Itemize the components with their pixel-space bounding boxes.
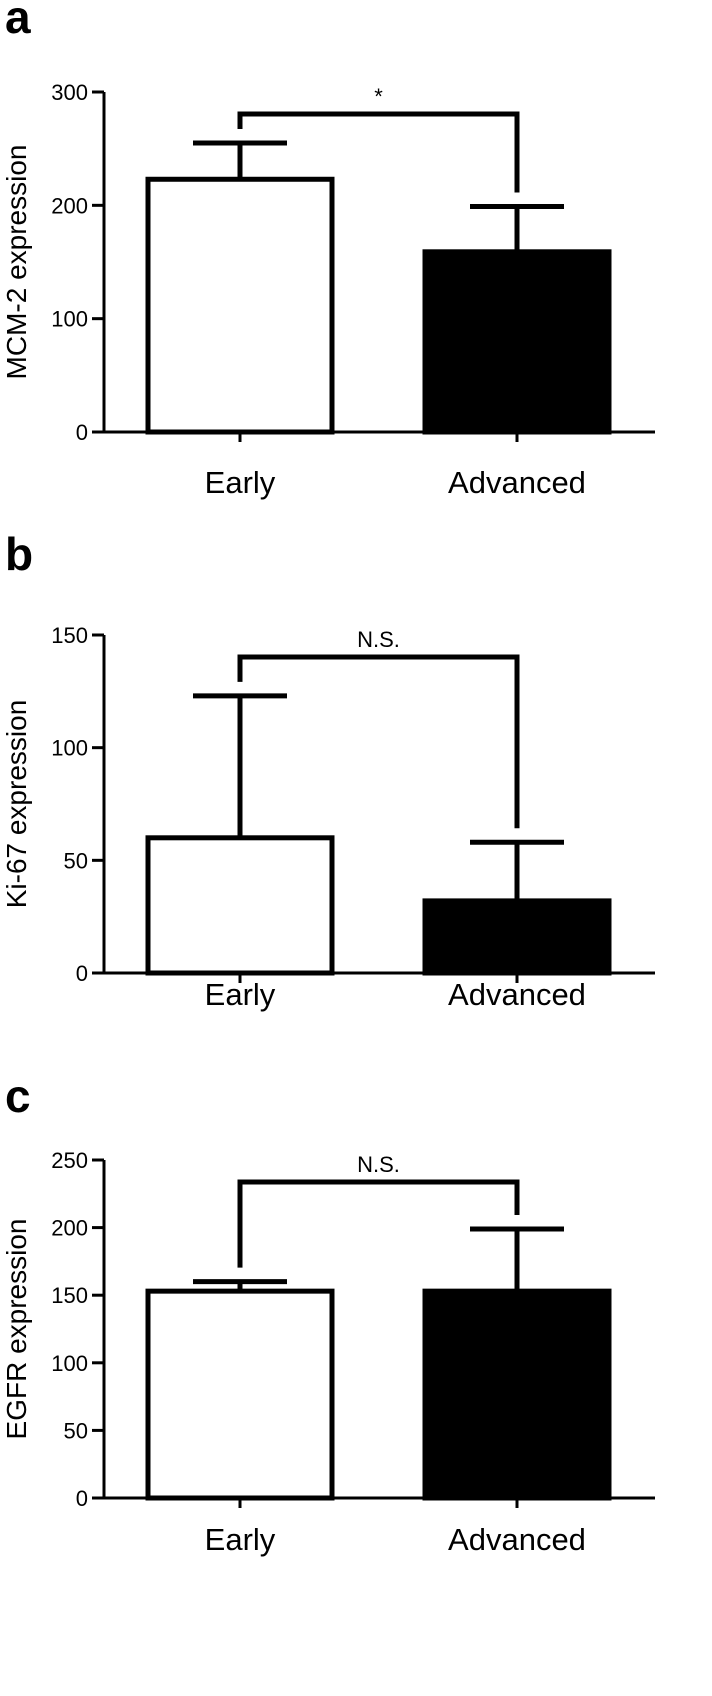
y-tick-label: 50 <box>64 848 88 873</box>
significance-bracket <box>237 654 520 829</box>
x-tick-label: Early <box>205 1522 276 1557</box>
bar-early <box>145 1288 335 1501</box>
bar-early <box>145 835 335 976</box>
panel-letter: c <box>5 1070 31 1122</box>
y-axis-title: EGFR expression <box>1 1219 32 1440</box>
x-tick-label: Advanced <box>448 977 586 1012</box>
y-tick-label: 200 <box>51 193 88 218</box>
x-tick-label: Advanced <box>448 465 586 500</box>
y-tick-label: 0 <box>76 1486 88 1511</box>
y-tick-label: 150 <box>51 623 88 648</box>
x-tick-label: Early <box>205 465 276 500</box>
bar-advanced <box>422 898 612 976</box>
chart-panel-a: a 0 100 200 300 MCM-2 expression Early Advanced… <box>1 0 655 500</box>
significance-label: * <box>374 84 383 109</box>
y-axis-title: Ki-67 expression <box>1 700 32 909</box>
y-tick-label: 100 <box>51 736 88 761</box>
y-tick-label: 250 <box>51 1148 88 1173</box>
panel-letter: b <box>5 528 33 580</box>
bar-advanced <box>422 249 612 435</box>
chart-panel-c: c 0 50 100 150 200 250 EGFR expression Early Adva… <box>1 1070 655 1557</box>
significance-label: N.S. <box>357 1152 400 1177</box>
y-tick-label: 150 <box>51 1283 88 1308</box>
y-tick-label: 0 <box>76 420 88 445</box>
y-tick-label: 200 <box>51 1216 88 1241</box>
y-tick-label: 0 <box>76 961 88 986</box>
significance-bracket <box>237 111 520 193</box>
y-tick-label: 100 <box>51 1351 88 1376</box>
x-tick-label: Advanced <box>448 1522 586 1557</box>
x-tick-label: Early <box>205 977 276 1012</box>
bar-early <box>145 176 335 435</box>
significance-bracket <box>237 1179 520 1268</box>
significance-label: N.S. <box>357 627 400 652</box>
y-tick-label: 300 <box>51 80 88 105</box>
y-tick-label: 50 <box>64 1418 88 1443</box>
panel-letter: a <box>5 0 31 43</box>
y-tick-label: 100 <box>51 307 88 332</box>
y-axis-title: MCM-2 expression <box>1 145 32 380</box>
bar-advanced <box>422 1288 612 1501</box>
chart-panel-b: b 0 50 100 150 Ki-67 expression Early Advanced N… <box>1 528 655 1012</box>
